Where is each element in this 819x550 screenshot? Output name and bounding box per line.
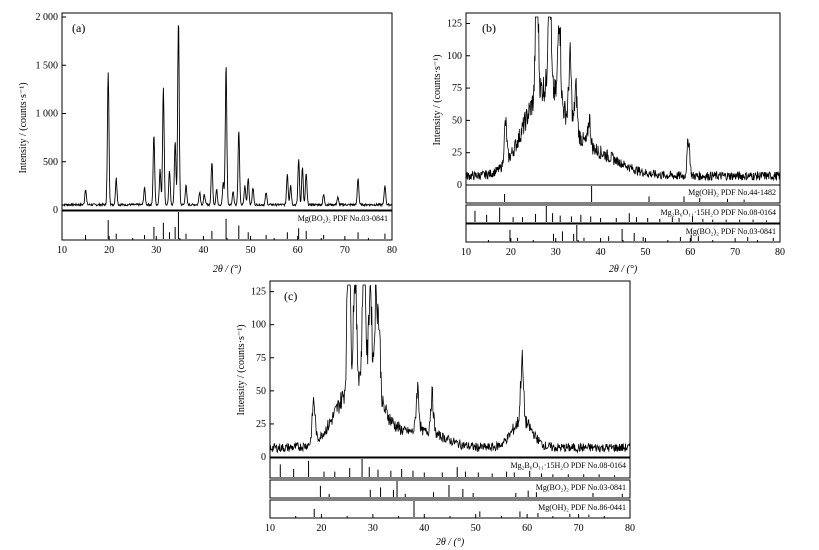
y-tick-label: 1 000	[36, 109, 59, 120]
reference-label: Mg(BO₂)₂ PDF No.03-0841	[686, 227, 776, 236]
y-axis-label: Intensity / (counts·s⁻¹)	[18, 82, 29, 173]
y-tick-label: 125	[447, 18, 462, 29]
y-tick-label: 1 500	[36, 60, 59, 71]
y-tick-label: 100	[251, 320, 266, 331]
x-tick-label: 20	[316, 523, 326, 534]
panel-tag: (c)	[284, 289, 297, 303]
x-tick-label: 10	[57, 245, 67, 256]
reference-box	[269, 457, 631, 479]
reference-box	[269, 479, 631, 499]
x-tick-label: 70	[730, 247, 740, 258]
x-tick-label: 80	[625, 523, 635, 534]
x-tick-label: 40	[596, 247, 606, 258]
xrd-pattern-a	[61, 25, 392, 208]
x-tick-label: 60	[522, 523, 532, 534]
x-tick-label: 50	[471, 523, 481, 534]
x-tick-label: 50	[246, 245, 256, 256]
panel-tag: (b)	[482, 21, 496, 35]
xrd-curve	[61, 25, 392, 208]
plot-frame	[61, 12, 393, 211]
x-tick-label: 10	[265, 523, 275, 534]
reference-label: Mg₂B₆O₁₁·15H₂O PDF No.08-0164	[660, 208, 776, 217]
x-tick-label: 50	[640, 247, 650, 258]
x-tick-label: 70	[340, 245, 350, 256]
y-tick-label: 2 000	[36, 12, 59, 23]
y-tick-label: 500	[43, 157, 58, 168]
y-tick-label: 75	[256, 353, 266, 364]
y-tick-label: 50	[452, 115, 462, 126]
reference-box	[465, 204, 781, 224]
reference-label: Mg(OH)₂ PDF No.86-0441	[538, 503, 626, 512]
x-tick-label: 20	[506, 247, 516, 258]
y-tick-label: 25	[452, 148, 462, 159]
reference-label: Mg(OH)₂ PDF No.44-1482	[688, 188, 776, 197]
x-axis-label: 2θ / (°)	[213, 264, 242, 275]
panel-c: (c) Intensity / (counts·s⁻¹) 2θ / (°) Mg…	[236, 280, 635, 548]
y-axis-label: Intensity / (counts·s⁻¹)	[432, 54, 443, 145]
y-tick-label: 0	[457, 180, 462, 191]
y-tick-label: 75	[452, 83, 462, 94]
panel-a: (a) Intensity / (counts·s⁻¹) 2θ / (°) Mg…	[18, 12, 397, 275]
x-axis-label: 2θ / (°)	[436, 537, 465, 548]
x-axis-label: 2θ / (°)	[609, 264, 638, 275]
x-tick-label: 10	[461, 247, 471, 258]
y-tick-label: 125	[251, 287, 266, 298]
x-tick-label: 80	[387, 245, 397, 256]
reference-label: Mg(BO₂)₂ PDF No.03-0841	[298, 214, 388, 223]
x-tick-label: 60	[293, 245, 303, 256]
y-tick-label: 0	[261, 452, 266, 463]
y-tick-label: 50	[256, 386, 266, 397]
x-tick-label: 30	[551, 247, 561, 258]
panel-b: (b) Intensity / (counts·s⁻¹) 2θ / (°) Mg…	[432, 12, 785, 275]
reference-box	[465, 184, 781, 204]
panel-tag: (a)	[72, 21, 85, 35]
x-tick-label: 30	[368, 523, 378, 534]
x-tick-label: 80	[775, 247, 785, 258]
x-tick-label: 20	[104, 245, 114, 256]
y-tick-label: 25	[256, 419, 266, 430]
x-tick-label: 70	[574, 523, 584, 534]
y-tick-label: 100	[447, 51, 462, 62]
plot-frame	[465, 12, 781, 186]
xrd-curve	[269, 284, 630, 454]
reference-label: Mg₂B₆O₁₁·15H₂O PDF No.08-0164	[510, 461, 626, 470]
plot-frame	[269, 280, 631, 458]
x-tick-label: 40	[419, 523, 429, 534]
y-axis-label: Intensity / (counts·s⁻¹)	[236, 324, 247, 415]
xrd-curve	[465, 16, 781, 182]
reference-label: Mg(BO₂)₂ PDF No.03-0841	[536, 483, 626, 492]
xrd-pattern-c	[269, 284, 630, 454]
y-tick-label: 0	[53, 205, 58, 216]
x-tick-label: 30	[151, 245, 161, 256]
x-tick-label: 60	[685, 247, 695, 258]
x-tick-label: 40	[198, 245, 208, 256]
xrd-pattern-b	[465, 16, 781, 182]
